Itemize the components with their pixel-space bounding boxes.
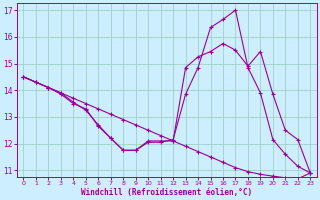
X-axis label: Windchill (Refroidissement éolien,°C): Windchill (Refroidissement éolien,°C) [81,188,252,197]
